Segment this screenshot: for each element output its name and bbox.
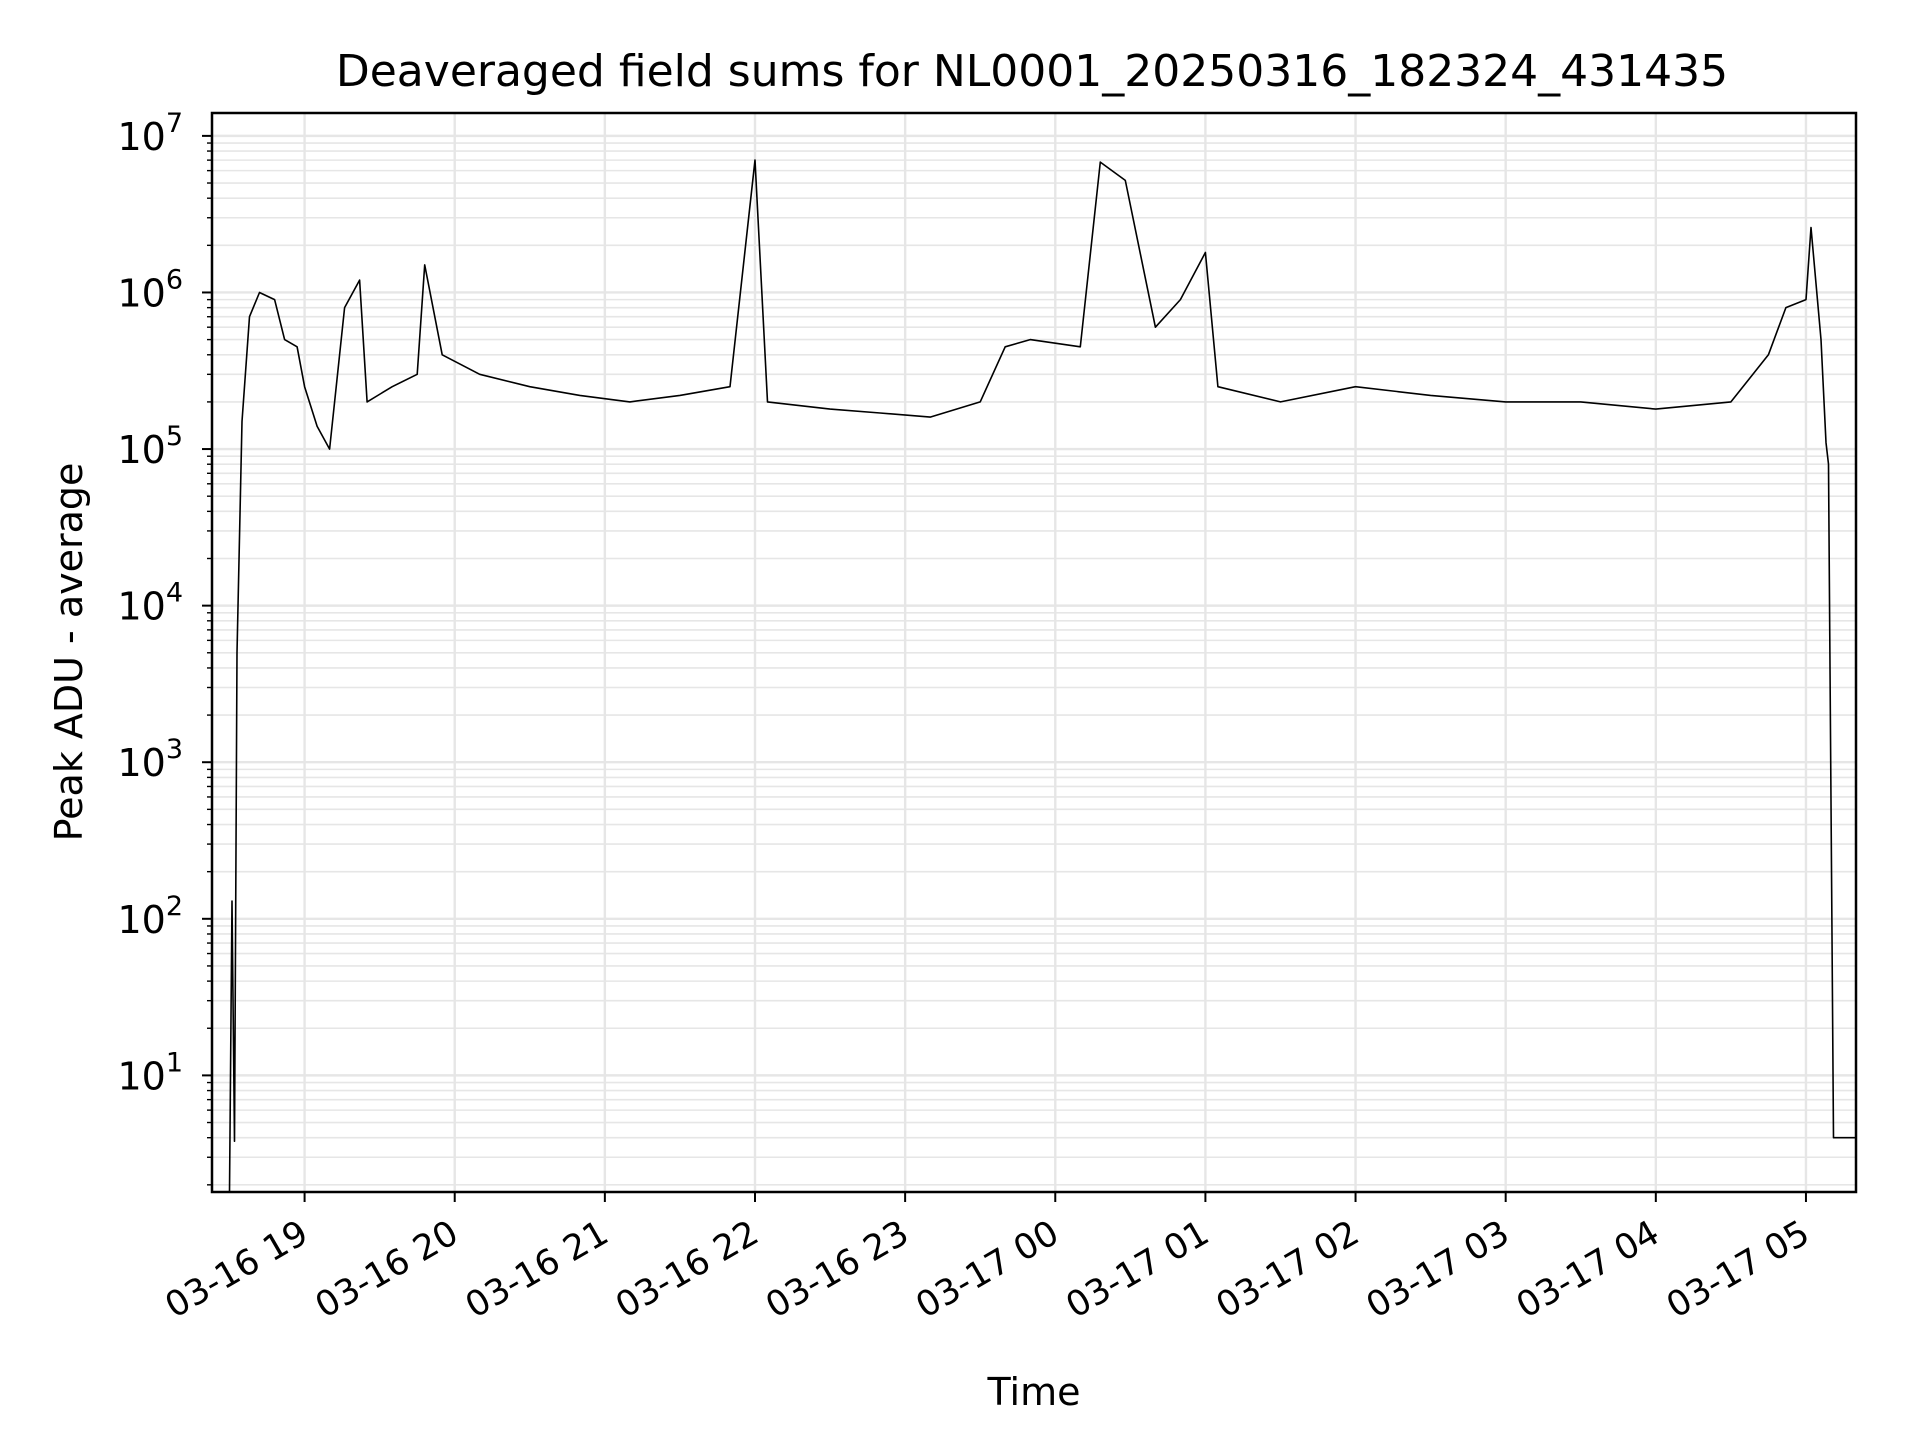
series-line xyxy=(228,159,1856,1193)
chart-title: Deaveraged field sums for NL0001_2025031… xyxy=(336,46,1728,97)
y-tick-label: 101 xyxy=(117,1047,183,1098)
y-axis-ticks: 101 102 103 104 105 106 107 xyxy=(117,108,212,1186)
y-tick-label: 104 xyxy=(117,578,183,629)
y-tick-label: 105 xyxy=(117,421,183,472)
y-tick-label: 106 xyxy=(117,264,183,315)
grid-lines xyxy=(212,113,1856,1192)
y-tick-label: 107 xyxy=(117,108,183,159)
y-tick-label: 103 xyxy=(117,734,183,785)
y-tick-label: 102 xyxy=(117,891,183,942)
y-axis-label: Peak ADU - average xyxy=(47,463,91,842)
x-axis-label: Time xyxy=(987,1370,1081,1414)
data-series xyxy=(228,159,1856,1193)
